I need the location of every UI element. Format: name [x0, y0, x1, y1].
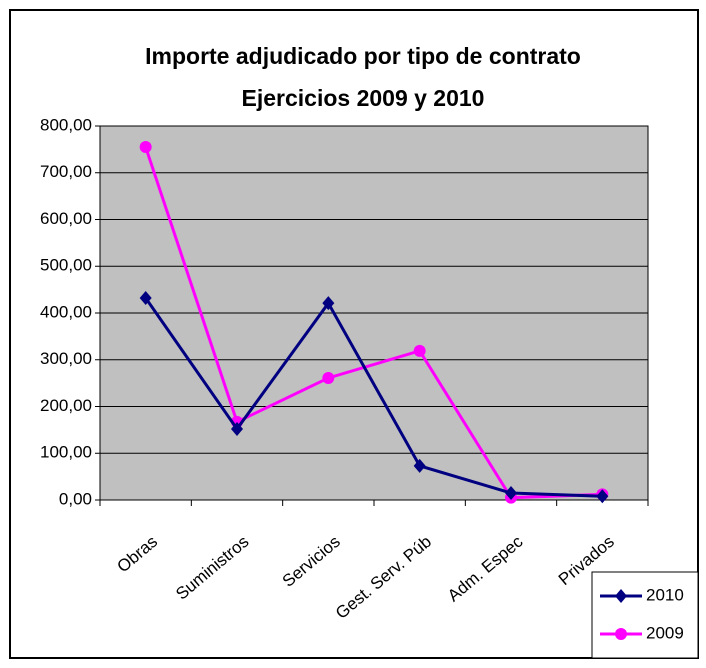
y-tick-label: 700,00: [40, 162, 92, 181]
data-point: [505, 485, 517, 500]
series-line: [144, 297, 603, 498]
y-tick-label: 500,00: [40, 256, 92, 275]
data-point: [231, 421, 243, 436]
data-point: [413, 458, 426, 473]
y-tick-label: 800,00: [40, 115, 92, 134]
legend-label: 2010: [646, 585, 684, 604]
legend-label: 2009: [646, 623, 684, 642]
chart-subtitle: Ejercicios 2009 y 2010: [242, 85, 485, 111]
chart-title: Importe adjudicado por tipo de contrato: [145, 43, 581, 69]
series-line: [144, 146, 603, 500]
y-tick-label: 0,00: [59, 489, 92, 508]
y-tick-label: 400,00: [40, 302, 92, 321]
data-point: [139, 141, 152, 154]
y-tick-label: 200,00: [40, 396, 92, 415]
legend-marker: [615, 589, 627, 603]
data-point: [596, 489, 609, 504]
data-point: [413, 344, 426, 357]
y-tick-label: 300,00: [40, 349, 92, 368]
data-point: [139, 291, 152, 306]
data-point: [322, 371, 335, 384]
y-tick-label: 600,00: [40, 209, 92, 228]
legend: [591, 571, 699, 659]
data-point: [322, 296, 335, 311]
legend-marker: [615, 628, 627, 640]
y-tick-label: 100,00: [40, 443, 92, 462]
